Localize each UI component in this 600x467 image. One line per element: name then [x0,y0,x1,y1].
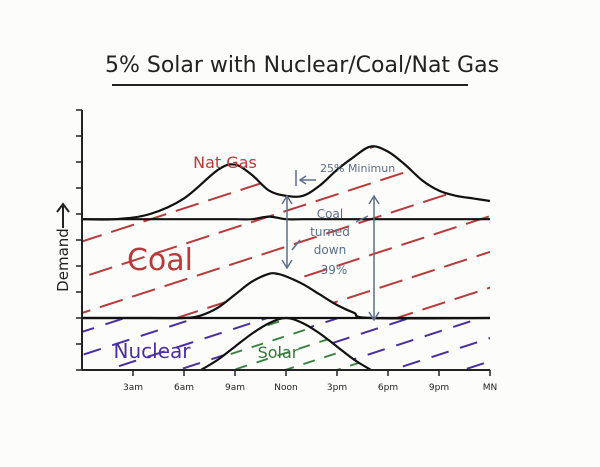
y-axis-arrow [56,202,70,228]
coal-note-line-1: Coal [317,207,343,221]
coal-top-line [82,215,490,221]
nat-gas-line [81,145,491,221]
y-axis-label-group: Demand [54,228,72,292]
area-layers [81,145,491,371]
coal-note-line-4: 39% [321,263,348,277]
x-tick-label: 6pm [378,383,398,393]
solar-area [201,318,371,370]
coal-bottom-line [82,272,491,320]
coal-note-line-2: turned [310,225,350,239]
series-label-coal: Coal [127,243,193,278]
x-tick-label: 6am [174,383,194,393]
x-tick-label: 3am [123,383,143,393]
solar-line [200,316,372,371]
min-annotation-text: 25% Minimun [320,162,395,175]
coal-annotation: Coal turned down 39% [281,194,380,322]
x-tick-label: 9am [225,383,245,393]
y-axis-label: Demand [54,228,72,292]
min-annotation: 25% Minimun [295,162,395,186]
y-ticks [76,109,82,371]
coal-note-line-3: down [314,243,346,257]
x-tick-label: 3pm [327,383,347,393]
series-label-nuclear: Nuclear [114,339,192,363]
nat-gas-area [82,146,490,220]
chart-title: 5% Solar with Nuclear/Coal/Nat Gas [105,53,499,78]
series-label-nat-gas: Nat Gas [193,153,257,172]
x-ticks: 3am 6am 9am Noon 3pm 6pm 9pm MN [123,370,497,393]
x-tick-label: MN [483,383,498,393]
series-label-solar: Solar [258,343,299,362]
x-tick-label: Noon [274,383,297,393]
x-tick-label: 9pm [429,383,449,393]
